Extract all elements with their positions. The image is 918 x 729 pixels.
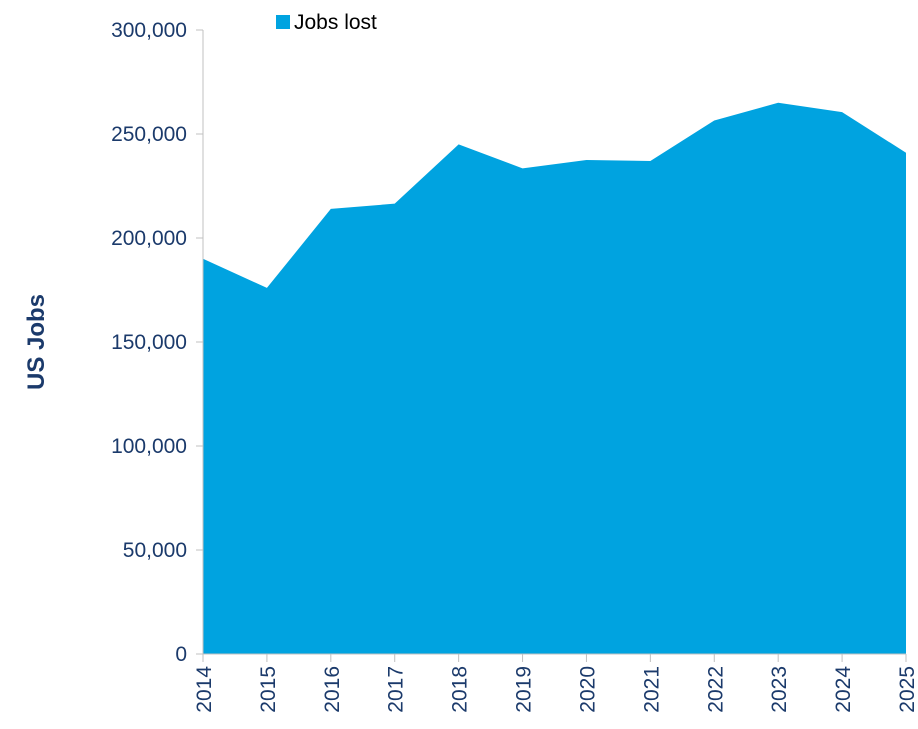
legend: Jobs lost	[276, 11, 377, 34]
x-tick-label: 2016	[321, 666, 344, 713]
x-tick-label: 2022	[704, 666, 727, 713]
x-tick-label: 2018	[449, 666, 472, 713]
y-axis: 0 50,000 100,000 150,000 200,000 250,000 300,0…	[111, 19, 204, 666]
x-tick-label: 2015	[257, 666, 280, 713]
x-axis: 2014 2015 2016 2017 2018 2019 2020 2021 2022 2023…	[193, 653, 918, 713]
x-tick-label: 2014	[193, 666, 216, 713]
legend-label: Jobs lost	[294, 11, 377, 34]
y-tick-label: 300,000	[111, 19, 187, 42]
x-tick-label: 2019	[513, 666, 536, 713]
y-tick-label: 50,000	[123, 539, 187, 562]
legend-swatch	[276, 15, 290, 29]
x-tick-label: 2024	[832, 666, 855, 713]
x-tick-label: 2025	[896, 666, 918, 713]
y-tick-label: 150,000	[111, 331, 187, 354]
y-tick-label: 100,000	[111, 435, 187, 458]
x-tick-label: 2023	[768, 666, 791, 713]
y-axis-title: US Jobs	[23, 294, 50, 390]
x-tick-label: 2020	[576, 666, 599, 713]
x-tick-label: 2021	[640, 666, 663, 713]
y-tick-label: 250,000	[111, 123, 187, 146]
series-area-jobs-lost	[203, 102, 906, 655]
y-tick-label: 0	[175, 643, 187, 666]
y-tick-label: 200,000	[111, 227, 187, 250]
plot-area	[203, 102, 906, 655]
x-tick-label: 2017	[385, 666, 408, 713]
